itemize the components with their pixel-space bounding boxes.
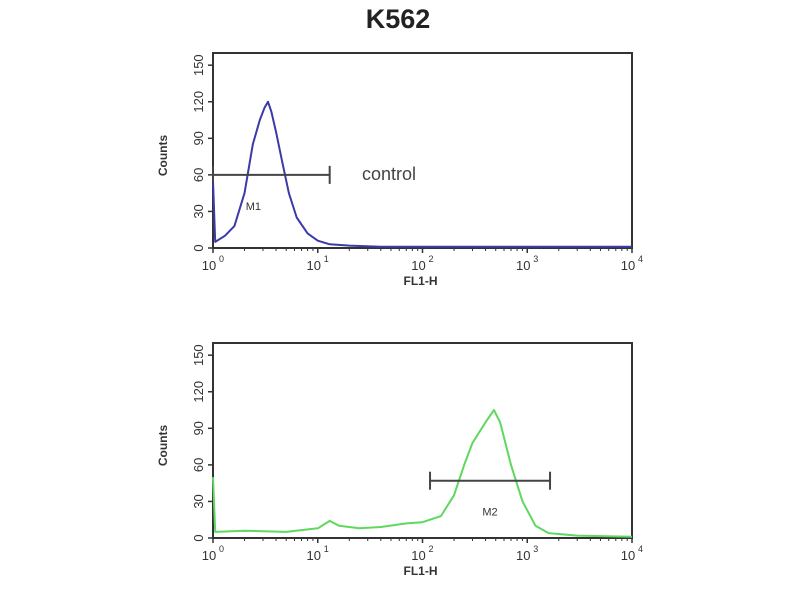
x-tick-exponent: 3 (533, 254, 538, 264)
plot-frame (212, 342, 633, 539)
y-axis-label: Counts (156, 425, 170, 467)
y-tick-label: 30 (191, 204, 206, 218)
x-tick-exponent: 0 (219, 254, 224, 264)
plot-frame (212, 52, 633, 249)
x-axis-label: FL1-H (404, 564, 438, 578)
x-tick-label: 10 (307, 548, 321, 563)
annotation-control: control (362, 164, 416, 184)
x-tick-label: 10 (621, 258, 635, 273)
x-tick-exponent: 4 (638, 544, 643, 554)
y-tick-label: 0 (191, 534, 206, 541)
x-tick-exponent: 4 (638, 254, 643, 264)
x-tick-label: 10 (516, 258, 530, 273)
histogram-line (212, 100, 632, 248)
y-tick-label: 120 (191, 381, 206, 403)
y-tick-label: 90 (191, 421, 206, 435)
x-tick-exponent: 0 (219, 544, 224, 554)
x-tick-label: 10 (411, 548, 425, 563)
y-tick-label: 60 (191, 458, 206, 472)
x-tick-label: 10 (411, 258, 425, 273)
y-tick-label: 150 (191, 344, 206, 366)
x-axis-label: FL1-H (404, 274, 438, 288)
y-tick-label: 90 (191, 131, 206, 145)
x-tick-label: 10 (621, 548, 635, 563)
y-tick-label: 60 (191, 168, 206, 182)
x-tick-exponent: 1 (324, 254, 329, 264)
y-tick-label: 150 (191, 54, 206, 76)
x-tick-exponent: 3 (533, 544, 538, 554)
marker-label: M2 (482, 507, 497, 519)
x-tick-label: 10 (516, 548, 530, 563)
x-tick-exponent: 2 (429, 544, 434, 554)
x-tick-exponent: 2 (429, 254, 434, 264)
x-tick-label: 10 (307, 258, 321, 273)
histogram-line (212, 409, 633, 538)
marker-label: M1 (246, 201, 261, 213)
chart-title: K562 (366, 4, 431, 34)
x-tick-label: 10 (202, 258, 216, 273)
y-tick-label: 0 (191, 244, 206, 251)
y-axis-label: Counts (156, 135, 170, 177)
x-tick-exponent: 1 (324, 544, 329, 554)
y-tick-label: 120 (191, 91, 206, 113)
x-tick-label: 10 (202, 548, 216, 563)
y-tick-label: 30 (191, 494, 206, 508)
